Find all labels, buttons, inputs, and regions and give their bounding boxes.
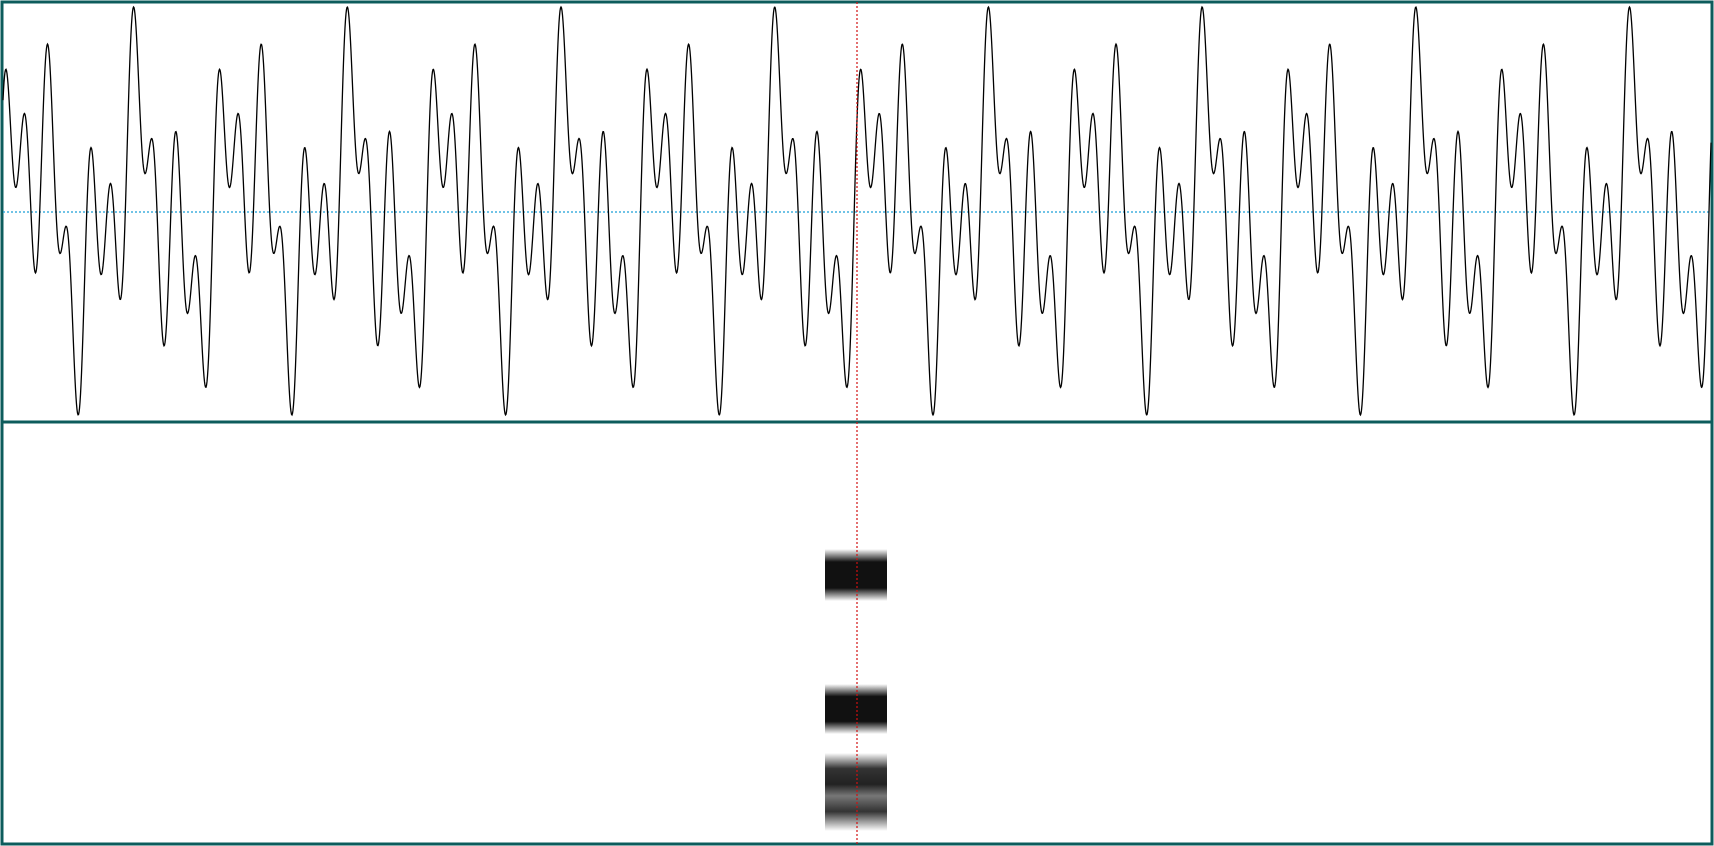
spectral-band (825, 549, 887, 601)
spectrogram-panel (0, 420, 1714, 846)
spectral-band (825, 684, 887, 734)
spectral-band (825, 753, 887, 831)
